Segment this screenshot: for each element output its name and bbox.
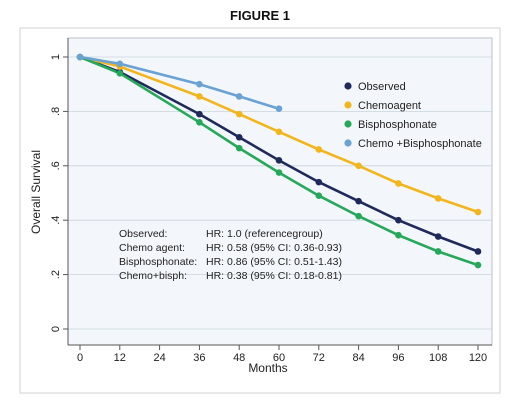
plot-area [67,37,493,346]
annotation-value: HR: 0.58 (95% CI: 0.36-0.93) [206,242,342,254]
y-tick-label: 0 [50,326,62,332]
x-tick-label: 12 [114,352,126,364]
x-tick-label: 60 [273,352,285,364]
x-tick-label: 24 [153,352,165,364]
legend-marker [344,101,352,109]
data-point-chemo-bisphosphonate [275,105,283,112]
data-point-chemo-bisphosphonate [196,80,203,88]
y-tick-label: .6 [50,161,62,170]
data-point-observed [474,248,482,255]
figure-title: FIGURE 1 [230,8,290,23]
data-point-bisphosphonate [315,192,323,200]
x-tick-label: 72 [313,352,325,364]
annotation-label: Chemo+bisph: [119,270,187,282]
data-point-chemoagent [395,180,402,187]
y-tick-label: .8 [50,107,62,116]
data-point-chemoagent [315,146,323,153]
data-point-observed [196,110,203,118]
hazard-ratio-annotations: Observed: HR: 1.0 (referencegroup) Chemo a… [119,228,342,282]
data-point-bisphosphonate [196,118,203,126]
y-tick-label: .2 [50,270,62,279]
data-point-chemo-bisphosphonate [116,60,124,68]
x-tick-label: 84 [352,352,364,364]
y-tick-label: .4 [50,216,62,225]
data-point-bisphosphonate [395,231,402,239]
annotation-label: Chemo agent: [119,242,185,254]
data-point-bisphosphonate [434,248,442,255]
annotation-value: HR: 0.86 (95% CI: 0.51-1.43) [206,256,342,268]
x-axis-label: Months [248,361,287,375]
annotation-label: Bisphosphonate: [119,256,197,268]
data-point-bisphosphonate [235,144,243,152]
x-tick-label: 108 [429,352,447,364]
legend-marker [344,139,352,147]
data-point-chemoagent [196,93,203,100]
legend-marker [344,82,352,90]
data-point-chemo-bisphosphonate [76,53,84,61]
grid-lines [68,56,492,330]
series-line-chemoagent [78,55,480,214]
data-point-observed [395,216,402,224]
x-tick-label: 48 [233,352,245,364]
series-points [76,53,482,269]
data-point-bisphosphonate [355,212,362,220]
data-point-observed [315,178,323,186]
data-point-chemoagent [434,195,442,202]
x-tick-label: 120 [469,352,487,364]
data-point-observed [235,133,243,141]
data-point-chemoagent [235,110,243,118]
data-point-observed [355,197,362,205]
data-point-observed [275,157,283,164]
data-point-bisphosphonate [116,70,124,77]
data-point-chemo-bisphosphonate [235,93,243,100]
axes: 0 .2 .4 .6 .8 1 0 12 24 36 48 60 72 84 96 108 120 [50,38,492,364]
y-axis-label: Overall Survival [29,150,43,234]
annotation-label: Observed: [119,228,167,240]
legend-label: Observed [358,81,406,93]
legend-label: Bisphosphonate [358,119,437,131]
x-tick-label: 0 [77,352,83,364]
series-line-bisphosphonate [78,55,480,267]
annotation-value: HR: 1.0 (referencegroup) [206,228,323,240]
data-point-bisphosphonate [474,261,482,269]
legend-label: Chemo +Bisphosphonate [358,138,482,150]
x-tick-label: 96 [392,352,404,364]
series-line-observed [78,55,480,253]
annotation-value: HR: 0.38 (95% CI: 0.18-0.81) [206,270,342,282]
legend: Observed Chemoagent Bisphosphonate Chemo +B… [344,81,482,150]
data-point-observed [434,233,442,240]
x-tick-label: 36 [193,352,205,364]
y-tick-label: 1 [50,54,62,60]
data-point-chemoagent [355,162,362,170]
data-point-chemoagent [474,208,482,216]
data-point-bisphosphonate [275,169,283,176]
data-point-chemoagent [275,128,283,136]
legend-label: Chemoagent [358,100,421,112]
legend-marker [344,120,352,128]
